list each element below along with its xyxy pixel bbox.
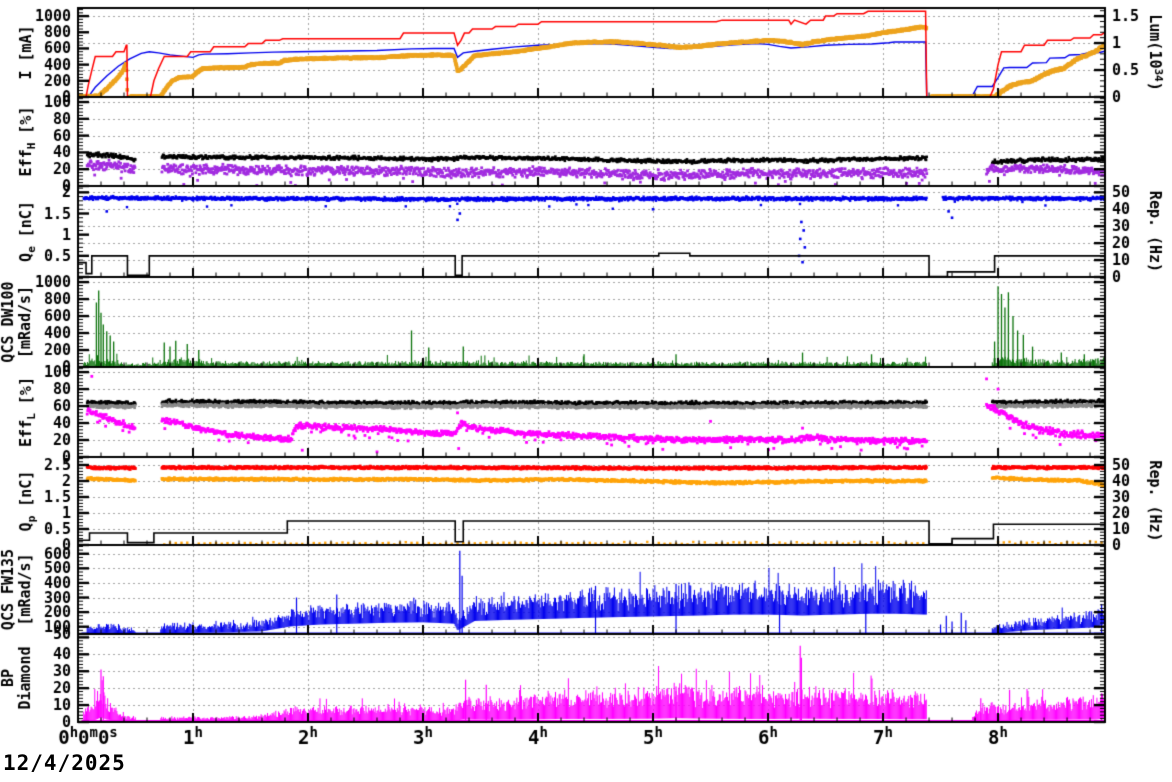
date-label: 12/4/2025 [3,751,126,775]
